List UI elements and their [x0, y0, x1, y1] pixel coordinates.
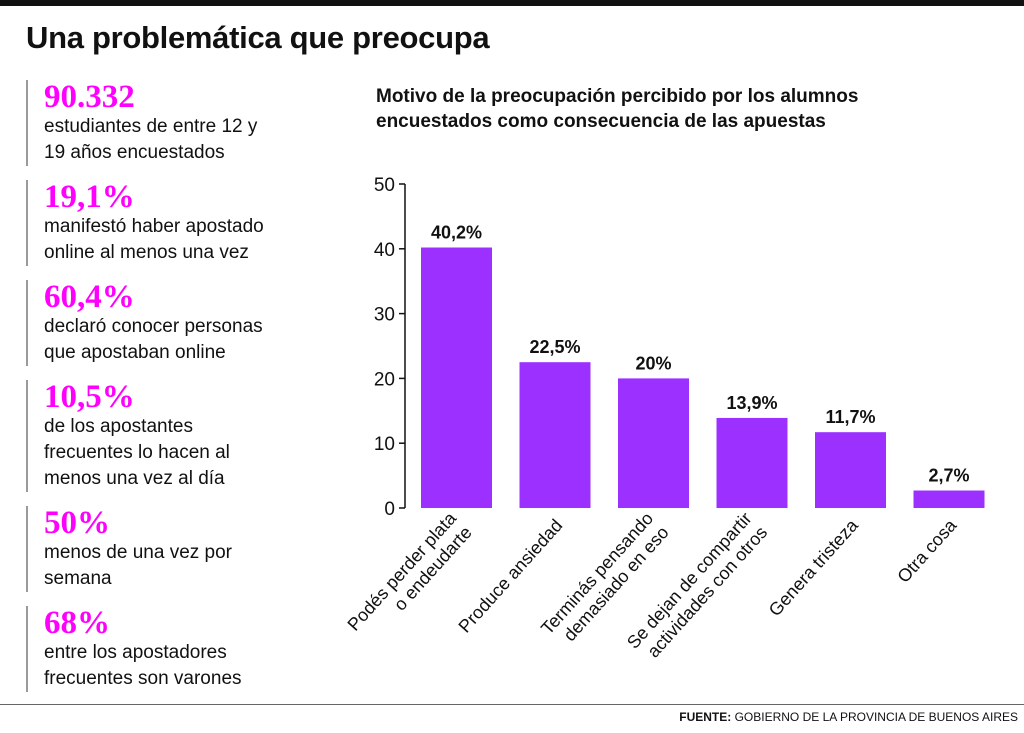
stats-column: 90.332 estudiantes de entre 12 y 19 años e… — [26, 80, 326, 706]
bar-value-label: 13,9% — [726, 393, 777, 413]
stat-value: 19,1% — [44, 179, 135, 215]
bar — [421, 247, 492, 508]
bar-value-label: 11,7% — [825, 407, 875, 427]
stat-description: frecuentes lo hacen al — [44, 442, 230, 463]
stat-item: 50% menos de una vez por semana — [26, 506, 326, 592]
headline: Una problemática que preocupa — [26, 20, 490, 55]
stat-value: 50% — [44, 505, 110, 541]
stat-description: manifestó haber apostado — [44, 216, 264, 237]
category-label: Otra cosa — [893, 515, 961, 587]
stat-description: online al menos una vez — [44, 242, 249, 263]
stat-description: 19 años encuestados — [44, 142, 225, 163]
footer-rule — [0, 704, 1024, 705]
stat-description: semana — [44, 568, 112, 589]
bar — [913, 490, 985, 508]
stat-value: 68% — [44, 605, 110, 641]
stat-description: menos una vez al día — [44, 468, 225, 489]
bar-value-label: 22,5% — [529, 337, 580, 357]
top-rule — [0, 0, 1024, 6]
stat-description: declaró conocer personas — [44, 316, 263, 337]
y-tick-label: 30 — [374, 305, 395, 326]
stat-item: 90.332 estudiantes de entre 12 y 19 años e… — [26, 80, 326, 166]
stat-description: de los apostantes — [44, 416, 193, 437]
chart-title-line-1: Motivo de la preocupación percibido por … — [376, 86, 859, 107]
bar — [618, 378, 689, 508]
stat-item: 19,1% manifestó haber apostado online al m… — [26, 180, 326, 266]
bar — [716, 417, 788, 508]
stat-item: 68% entre los apostadores frecuentes son v… — [26, 606, 326, 692]
category-label-group: Otra cosa — [893, 515, 961, 587]
y-tick-label: 0 — [384, 499, 395, 520]
chart-title: Motivo de la preocupación percibido por … — [376, 84, 976, 134]
bar — [815, 432, 886, 508]
stat-description: entre los apostadores — [44, 642, 227, 663]
bar-value-label: 2,7% — [928, 466, 969, 486]
y-tick-label: 50 — [374, 175, 395, 196]
bar — [519, 362, 591, 508]
stat-description: que apostaban online — [44, 342, 226, 363]
bar-value-label: 20% — [635, 353, 671, 373]
stat-description: estudiantes de entre 12 y — [44, 116, 258, 137]
y-tick-label: 40 — [374, 240, 395, 261]
stat-description: frecuentes son varones — [44, 668, 242, 689]
stat-value: 10,5% — [44, 379, 135, 415]
stat-value: 60,4% — [44, 279, 135, 315]
stat-item: 60,4% declaró conocer personas que apostab… — [26, 280, 326, 366]
y-tick-label: 10 — [374, 434, 395, 455]
category-label: Genera tristeza — [765, 515, 863, 621]
stat-item: 10,5% de los apostantes frecuentes lo hace… — [26, 380, 326, 492]
chart-title-line-2: encuestados como consecuencia de las apu… — [376, 111, 826, 132]
source-credit: FUENTE: GOBIERNO DE LA PROVINCIA DE BUEN… — [679, 710, 1018, 724]
stat-description: menos de una vez por — [44, 542, 233, 563]
stat-value: 90.332 — [44, 79, 135, 115]
source-text: GOBIERNO DE LA PROVINCIA DE BUENOS AIRES — [734, 710, 1018, 724]
source-label: FUENTE: — [679, 710, 732, 724]
category-label-group: Genera tristeza — [765, 515, 863, 621]
bar-value-label: 40,2% — [431, 223, 482, 243]
y-tick-label: 20 — [374, 369, 395, 390]
